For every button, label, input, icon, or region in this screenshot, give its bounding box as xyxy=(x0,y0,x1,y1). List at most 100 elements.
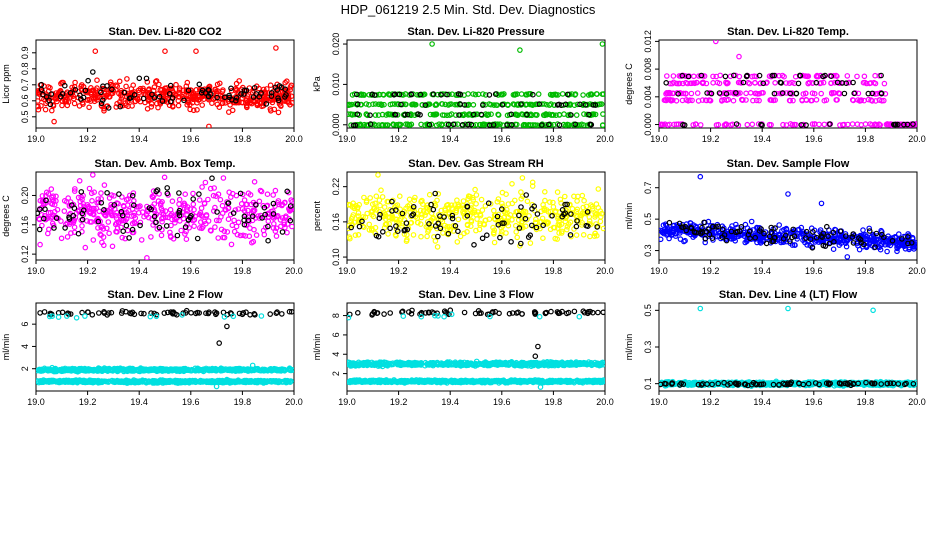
data-point xyxy=(82,244,89,251)
data-point xyxy=(682,223,688,230)
data-point xyxy=(438,101,445,107)
data-point xyxy=(407,111,414,118)
data-point xyxy=(226,109,232,115)
data-point xyxy=(347,202,354,208)
data-point xyxy=(790,226,797,233)
data-point xyxy=(352,232,359,239)
data-point xyxy=(791,242,798,248)
data-point xyxy=(503,191,509,198)
data-point xyxy=(163,378,170,384)
data-point xyxy=(400,313,407,320)
x-tick-label: 19.6 xyxy=(805,266,823,276)
data-point xyxy=(849,234,856,240)
data-point xyxy=(787,90,794,97)
data-point xyxy=(200,224,206,230)
data-point xyxy=(501,91,507,97)
data-point xyxy=(126,95,133,102)
data-point xyxy=(425,228,431,235)
data-point xyxy=(659,121,665,128)
data-point xyxy=(64,234,71,240)
data-point xyxy=(562,101,569,108)
data-point xyxy=(464,102,471,108)
data-point xyxy=(484,112,490,118)
data-point xyxy=(197,225,203,231)
data-point xyxy=(36,226,43,233)
data-point xyxy=(802,235,809,241)
data-point xyxy=(148,234,154,240)
data-point xyxy=(690,122,697,128)
data-point xyxy=(65,99,72,105)
data-point xyxy=(113,82,119,89)
data-point xyxy=(254,366,261,373)
data-point xyxy=(676,228,683,234)
data-point xyxy=(131,92,138,98)
data-point xyxy=(137,203,143,209)
data-point xyxy=(72,378,78,385)
data-point xyxy=(130,190,137,196)
x-tick-label: 19.6 xyxy=(493,134,511,144)
data-point xyxy=(573,112,580,118)
data-point xyxy=(709,235,716,242)
data-point xyxy=(119,194,125,200)
data-point xyxy=(878,90,885,97)
data-point xyxy=(265,223,271,230)
data-point xyxy=(116,378,123,385)
data-point xyxy=(176,196,183,203)
data-point xyxy=(549,111,556,118)
data-point xyxy=(268,90,275,96)
data-point xyxy=(664,90,671,97)
data-point xyxy=(253,378,260,385)
data-point xyxy=(594,224,601,230)
data-point xyxy=(176,190,182,196)
data-point xyxy=(432,111,439,118)
data-point xyxy=(194,235,201,242)
data-point-outlier xyxy=(532,353,539,360)
data-point xyxy=(874,122,880,128)
data-point xyxy=(48,91,55,97)
data-point xyxy=(95,93,101,99)
data-point xyxy=(258,313,265,319)
data-point xyxy=(869,90,876,97)
data-point xyxy=(582,102,589,108)
data-point xyxy=(71,188,78,194)
data-point xyxy=(432,102,439,108)
data-point xyxy=(568,211,574,217)
data-point xyxy=(250,94,257,100)
data-point-outlier xyxy=(193,48,199,55)
data-point xyxy=(177,90,183,97)
data-point xyxy=(493,122,500,128)
data-point xyxy=(224,378,230,385)
data-point xyxy=(169,198,176,205)
data-point xyxy=(387,225,393,232)
y-axis-label: ml/min xyxy=(624,203,634,230)
data-point xyxy=(577,101,583,108)
y-tick-label: 0.22 xyxy=(331,178,341,196)
data-point xyxy=(37,241,43,248)
data-point xyxy=(229,222,236,229)
data-point xyxy=(426,221,432,227)
data-point xyxy=(61,198,68,204)
data-point xyxy=(758,121,764,128)
data-point xyxy=(711,229,717,236)
data-point xyxy=(198,86,205,93)
data-point xyxy=(723,79,729,86)
data-point xyxy=(167,82,174,89)
data-point xyxy=(408,219,415,226)
data-point xyxy=(791,121,798,128)
data-point xyxy=(196,197,203,203)
data-point xyxy=(76,178,83,184)
data-point xyxy=(89,205,95,212)
data-point xyxy=(370,101,376,108)
data-point xyxy=(39,222,45,229)
data-point xyxy=(372,101,379,107)
data-point xyxy=(445,201,451,208)
data-point xyxy=(877,246,884,253)
data-point xyxy=(747,90,754,96)
data-point xyxy=(104,207,111,214)
data-point xyxy=(599,122,605,128)
data-point xyxy=(373,193,380,200)
data-point xyxy=(535,91,542,97)
data-point xyxy=(202,179,209,186)
data-point xyxy=(237,190,244,197)
